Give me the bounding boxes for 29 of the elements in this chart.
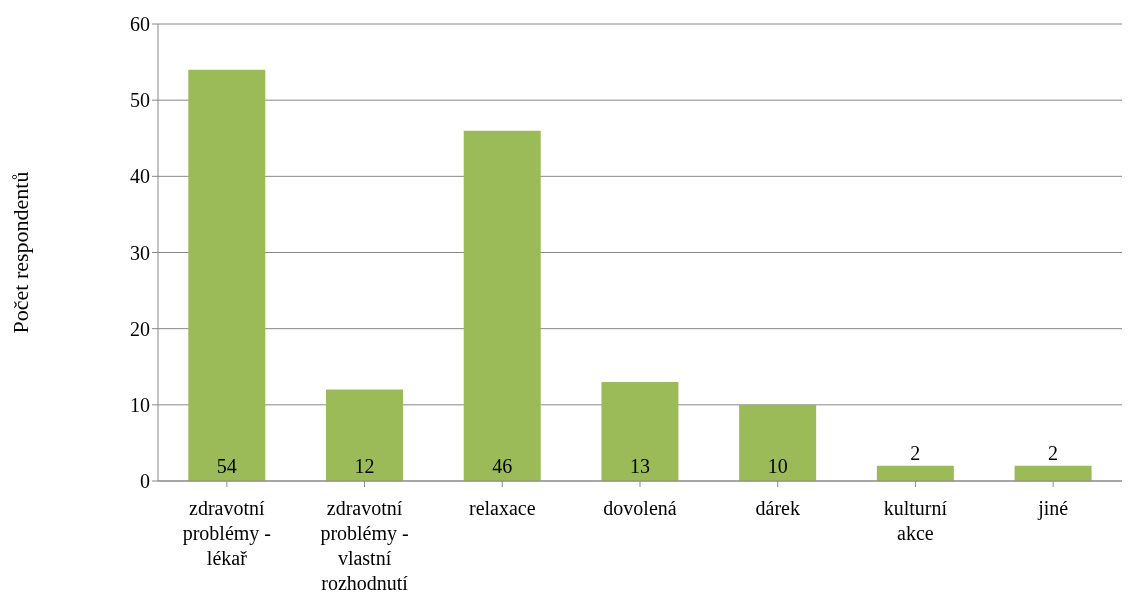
x-tick-label: relaxace — [468, 497, 536, 519]
x-tick-label: dovolená — [603, 497, 677, 519]
y-tick-label: 20 — [130, 317, 150, 340]
y-tick-label: 50 — [130, 89, 150, 112]
data-label: 13 — [629, 455, 650, 477]
x-tick-label: kulturní akce — [883, 497, 948, 544]
y-tick-label: 10 — [130, 393, 150, 416]
y-tick-label: 0 — [140, 470, 150, 493]
bar — [876, 465, 954, 481]
y-tick-label: 40 — [130, 165, 150, 188]
bar — [739, 404, 817, 481]
y-tick-label: 60 — [130, 13, 150, 36]
bar — [1014, 465, 1092, 481]
data-label: 10 — [767, 455, 788, 477]
bar — [601, 381, 679, 481]
y-tick-label: 30 — [130, 241, 150, 264]
y-axis-title: Počet respondentů — [7, 171, 33, 334]
x-tick-label: zdravotní problémy - vlastní rozhodnutí — [320, 497, 409, 594]
bar — [188, 69, 266, 481]
data-label: 2 — [1048, 441, 1059, 464]
data-label: 2 — [910, 441, 921, 464]
data-label: 54 — [216, 455, 237, 477]
data-label: 46 — [492, 455, 513, 477]
x-tick-label: dárek — [755, 497, 800, 519]
bar — [463, 130, 541, 481]
bar — [326, 389, 404, 481]
data-label: 12 — [354, 455, 375, 477]
x-tick-label: zdravotní problémy - lékař — [182, 497, 272, 569]
x-tick-label: jiné — [1037, 497, 1069, 520]
